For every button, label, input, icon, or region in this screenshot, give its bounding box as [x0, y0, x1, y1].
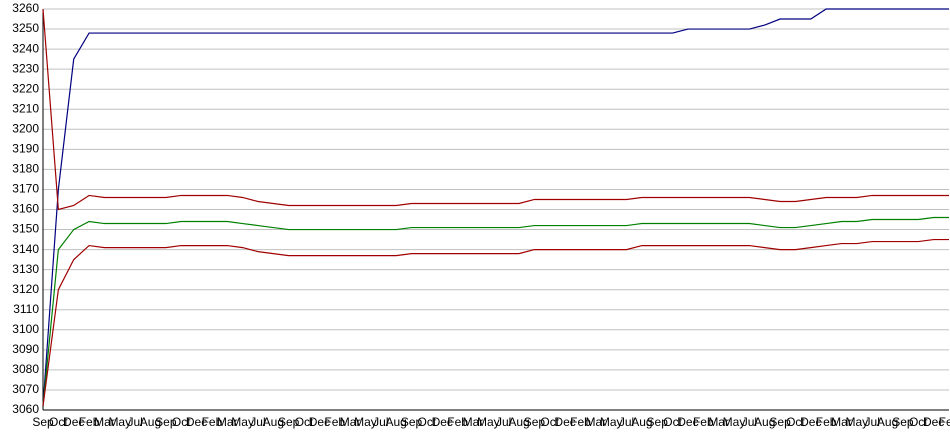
y-tick-label: 3200 — [12, 121, 39, 135]
y-tick-label: 3250 — [12, 21, 39, 35]
y-tick-label: 3180 — [12, 162, 39, 176]
x-tick-label: May — [477, 415, 500, 429]
x-tick-label: Sep — [769, 415, 791, 429]
y-tick-label: 3110 — [13, 302, 39, 316]
x-tick-label: Feb — [447, 415, 468, 429]
x-tick-label: Jul — [250, 415, 265, 429]
y-tick-label: 3260 — [12, 1, 39, 15]
x-tick-label: Aug — [508, 415, 529, 429]
series-line — [42, 238, 949, 407]
x-tick-label: Aug — [386, 415, 407, 429]
x-tick-label: Feb — [816, 415, 837, 429]
x-tick-label: Oct — [786, 415, 805, 429]
x-tick-label: Sep — [524, 415, 546, 429]
y-tick-label: 3240 — [12, 41, 39, 55]
x-tick-label: Oct — [49, 415, 68, 429]
y-tick-label: 3090 — [12, 342, 39, 356]
x-tick-label: Mar — [217, 415, 238, 429]
x-tick-label: Feb — [324, 415, 345, 429]
x-tick-label: Jul — [742, 415, 757, 429]
x-tick-label: Sep — [155, 415, 177, 429]
series-line — [42, 8, 949, 407]
y-tick-label: 3060 — [12, 402, 39, 416]
x-tick-label: Jul — [496, 415, 511, 429]
x-tick-label: Aug — [631, 415, 652, 429]
x-tick-label: May — [231, 415, 254, 429]
x-tick-label: May — [846, 415, 869, 429]
x-tick-label: Mar — [585, 415, 606, 429]
x-tick-label: Jul — [865, 415, 880, 429]
x-tick-label: Dec — [554, 415, 575, 429]
x-tick-label: Oct — [540, 415, 559, 429]
x-tick-label: Dec — [432, 415, 453, 429]
x-tick-label: Aug — [754, 415, 775, 429]
x-tick-label: Mar — [463, 415, 484, 429]
y-tick-label: 3140 — [12, 242, 39, 256]
y-tick-label: 3230 — [12, 61, 39, 75]
y-tick-label: 3130 — [12, 262, 39, 276]
y-tick-label: 3210 — [12, 101, 39, 115]
x-tick-label: Sep — [32, 415, 54, 429]
x-tick-label: Sep — [401, 415, 423, 429]
y-tick-label: 3080 — [12, 362, 39, 376]
x-tick-label: Feb — [79, 415, 100, 429]
x-tick-label: May — [354, 415, 377, 429]
x-tick-label: Dec — [800, 415, 821, 429]
x-tick-label: Sep — [278, 415, 300, 429]
x-tick-label: Mar — [831, 415, 852, 429]
x-tick-label: Oct — [909, 415, 928, 429]
x-tick-label: Oct — [663, 415, 682, 429]
y-tick-label: 3150 — [12, 222, 39, 236]
y-tick-label: 3070 — [12, 382, 39, 396]
x-tick-label: May — [723, 415, 746, 429]
x-tick-label: Mar — [708, 415, 729, 429]
x-tick-label: Oct — [418, 415, 437, 429]
x-tick-label: Feb — [202, 415, 223, 429]
x-tick-label: Mar — [94, 415, 115, 429]
x-tick-label: Aug — [877, 415, 898, 429]
y-tick-label: 3220 — [12, 81, 39, 95]
y-tick-label: 3120 — [12, 282, 39, 296]
x-tick-label: Aug — [140, 415, 161, 429]
x-tick-label: Feb — [693, 415, 714, 429]
x-tick-label: Feb — [939, 415, 950, 429]
x-tick-label: Jul — [373, 415, 388, 429]
series-line — [42, 216, 949, 407]
x-tick-label: May — [108, 415, 131, 429]
x-tick-label: Sep — [892, 415, 914, 429]
x-tick-label: Jul — [127, 415, 142, 429]
x-tick-label: Oct — [295, 415, 314, 429]
x-tick-label: Jul — [619, 415, 634, 429]
x-tick-label: Sep — [647, 415, 669, 429]
y-tick-label: 3190 — [12, 142, 39, 156]
x-tick-label: Mar — [340, 415, 361, 429]
x-tick-label: Dec — [677, 415, 698, 429]
x-tick-label: Oct — [172, 415, 191, 429]
x-tick-label: May — [600, 415, 623, 429]
x-tick-label: Aug — [263, 415, 284, 429]
x-tick-label: Feb — [570, 415, 591, 429]
x-tick-label: Dec — [63, 415, 84, 429]
x-tick-label: Dec — [923, 415, 944, 429]
x-tick-label: Dec — [309, 415, 330, 429]
x-tick-label: Dec — [186, 415, 207, 429]
y-tick-label: 3170 — [12, 182, 39, 196]
y-tick-label: 3100 — [12, 322, 39, 336]
y-tick-label: 3160 — [12, 202, 39, 216]
series-line — [42, 8, 949, 211]
